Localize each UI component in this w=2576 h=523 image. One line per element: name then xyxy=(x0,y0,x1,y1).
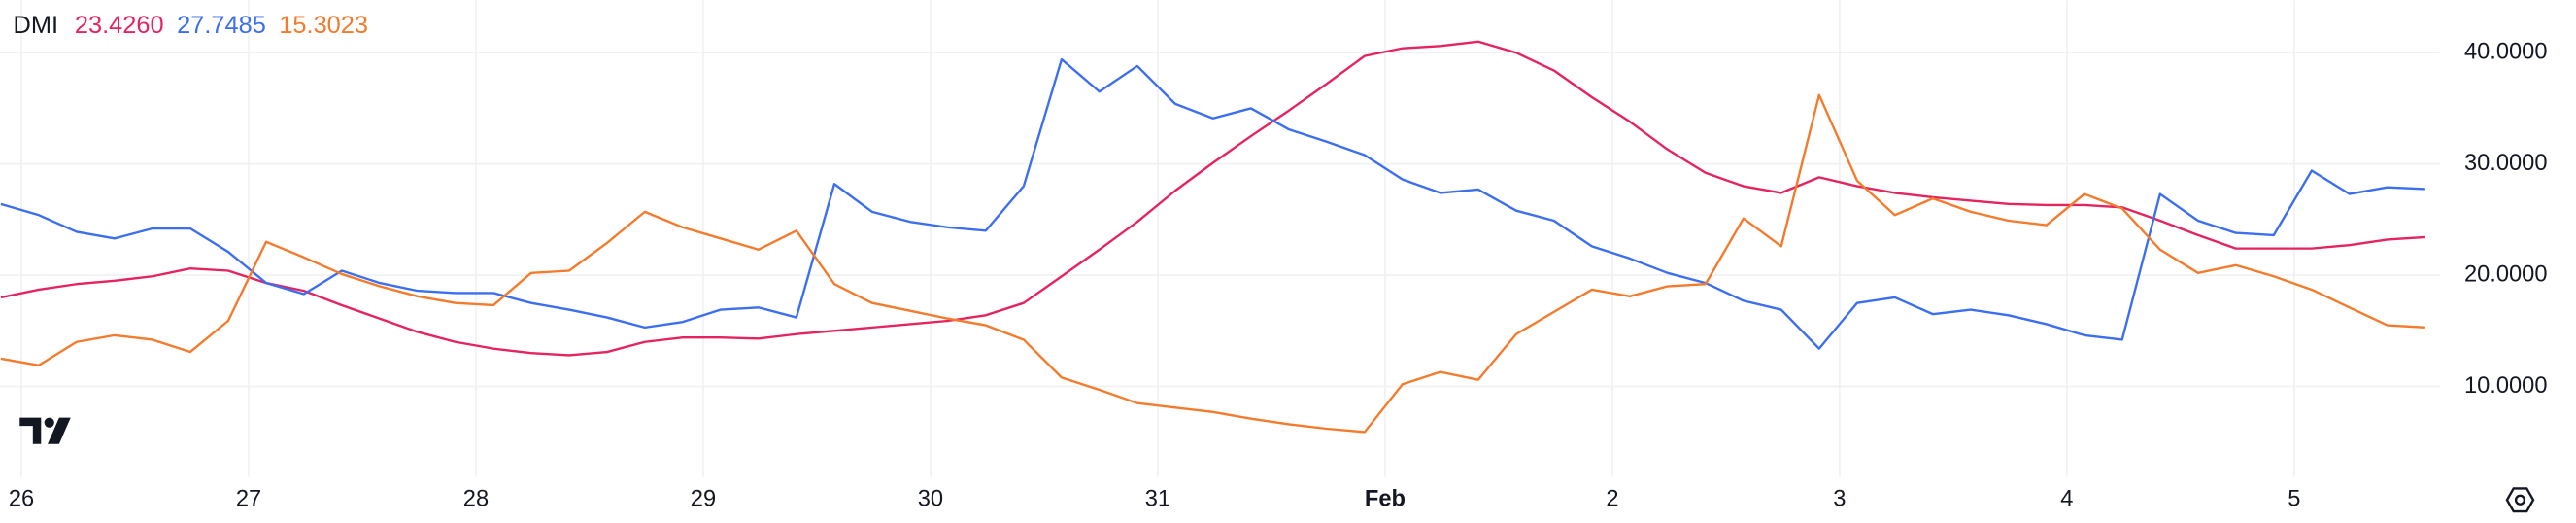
logo-part xyxy=(44,417,54,428)
grid xyxy=(0,0,2440,477)
settings-icon[interactable] xyxy=(2505,487,2535,513)
axes: 10.0000 20.0000 30.0000 40.0000 26 27 28 29 30 31… xyxy=(9,39,2548,511)
x-tick-label: 27 xyxy=(236,486,261,511)
x-tick-label: 29 xyxy=(691,486,716,511)
x-tick-label: 5 xyxy=(2288,486,2300,511)
series-line xyxy=(0,93,2425,434)
y-tick-label: 30.0000 xyxy=(2464,151,2548,176)
settings-dot[interactable] xyxy=(2514,494,2526,506)
y-tick-label: 40.0000 xyxy=(2464,39,2548,64)
x-tick-label: 2 xyxy=(1606,486,1618,511)
x-tick-label: 30 xyxy=(918,486,943,511)
legend: DMI 23.4260 27.7485 15.3023 xyxy=(14,12,368,39)
legend-value: 15.3023 xyxy=(279,12,368,39)
plot-area xyxy=(0,40,2425,434)
x-tick-label: 4 xyxy=(2060,486,2073,511)
legend-value: 27.7485 xyxy=(177,12,266,39)
series-line xyxy=(0,40,2425,357)
settings-hexagon[interactable] xyxy=(2505,487,2535,513)
x-tick-label: 3 xyxy=(1833,486,1846,511)
legend-title: DMI xyxy=(14,12,58,39)
tradingview-logo xyxy=(19,417,71,444)
logo-part xyxy=(48,417,71,444)
series-line xyxy=(0,57,2425,350)
y-tick-label: 20.0000 xyxy=(2464,262,2548,287)
x-tick-label: 28 xyxy=(463,486,489,511)
x-tick-label: 31 xyxy=(1145,486,1170,511)
x-tick-label: 26 xyxy=(9,486,34,511)
logo-part xyxy=(19,417,42,444)
legend-value: 23.4260 xyxy=(75,12,164,39)
y-tick-label: 10.0000 xyxy=(2464,373,2548,399)
x-tick-label: Feb xyxy=(1365,486,1406,511)
